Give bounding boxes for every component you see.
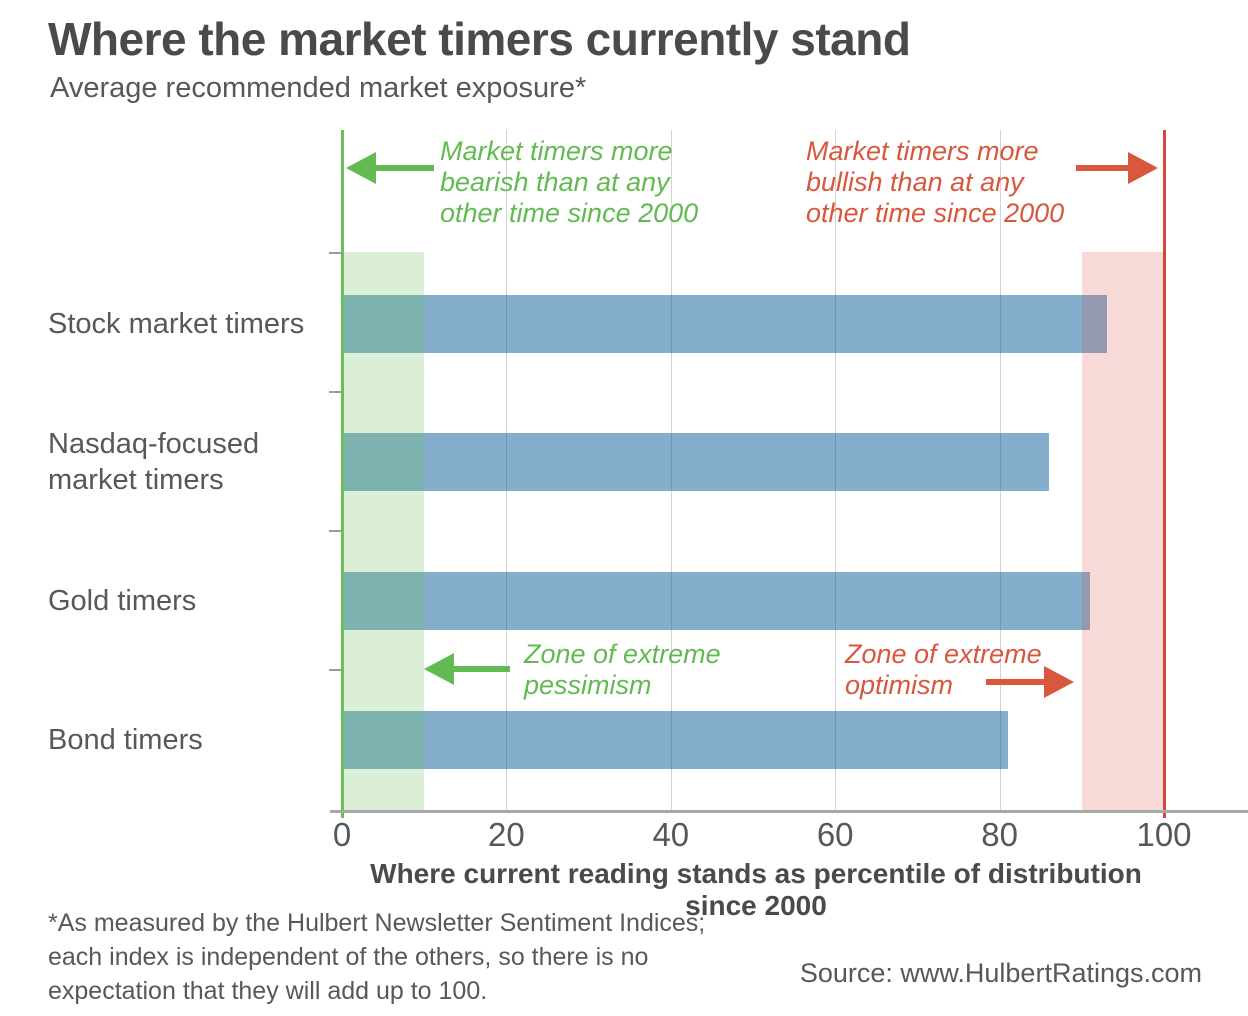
gridline-40 [670, 130, 672, 811]
optimism-arrow-shaft [986, 679, 1046, 685]
annotation-bearish-line1: Market timers more [440, 136, 673, 166]
annotation-bullish-line1: Market timers more [806, 136, 1039, 166]
annotation-pessimism-line2: pessimism [524, 670, 652, 700]
chart-title: Where the market timers currently stand [48, 13, 911, 65]
annotation-pessimism: Zone of extreme pessimism [524, 639, 721, 701]
x-axis-line [330, 810, 1248, 813]
bearish-arrow-left-icon [346, 152, 376, 184]
footnote: *As measured by the Hulbert Newsletter S… [48, 906, 705, 1008]
category-label-nasdaq-focused-market-timers: Nasdaq-focused market timers [48, 428, 260, 496]
y-axis-tick-1 [329, 391, 342, 393]
chart-subtitle: Average recommended market exposure* [50, 72, 587, 104]
annotation-optimism: Zone of extreme optimism [845, 639, 1042, 701]
bullish-arrow-right-icon [1128, 152, 1158, 184]
x-tick-label-40: 40 [652, 816, 690, 853]
gridline-60 [835, 130, 837, 811]
bar-bond-timers [342, 711, 1008, 769]
y-axis-tick-2 [329, 530, 342, 532]
annotation-optimism-line2: optimism [845, 670, 954, 700]
y-axis-tick-3 [329, 669, 342, 671]
x-axis-title: Where current reading stands as percenti… [370, 858, 1142, 921]
x-tick-label-0: 0 [332, 816, 352, 853]
source-credit: Source: www.HulbertRatings.com [799, 958, 1202, 988]
gridline-80 [999, 130, 1001, 811]
category-label-bond-timers: Bond timers [48, 724, 203, 756]
pessimism-arrow-shaft [452, 666, 510, 672]
red-edge-line [1162, 130, 1166, 818]
annotation-bullish: Market timers more bullish than at any o… [806, 136, 1064, 229]
bullish-arrow-shaft [1076, 165, 1130, 171]
zone-pessimism [342, 252, 425, 810]
annotation-bearish: Market timers more bearish than at any o… [440, 136, 698, 229]
pessimism-arrow-left-icon [424, 653, 454, 685]
annotation-bullish-line3: other time since 2000 [806, 198, 1065, 228]
footnote-line2: each index is independent of the others,… [48, 943, 649, 971]
footnote-line3: expectation that they will add up to 100… [48, 977, 488, 1005]
annotation-bullish-line2: bullish than at any [806, 167, 1024, 197]
bearish-arrow-shaft [374, 165, 434, 171]
annotation-pessimism-line1: Zone of extreme [524, 639, 721, 669]
plot-area [340, 130, 1166, 818]
annotation-bearish-line2: bearish than at any [440, 167, 670, 197]
footnote-line1: *As measured by the Hulbert Newsletter S… [48, 909, 706, 937]
gridline-20 [506, 130, 508, 811]
x-tick-label-100: 100 [1136, 816, 1192, 853]
category-label-stock-market-timers: Stock market timers [48, 308, 305, 340]
y-axis-tick-0 [329, 252, 342, 254]
x-tick-label-80: 80 [981, 816, 1018, 853]
bar-gold-timers [342, 572, 1090, 630]
zone-optimism [1081, 252, 1164, 810]
x-tick-label-20: 20 [488, 816, 525, 853]
optimism-arrow-right-icon [1044, 666, 1074, 698]
green-edge-line [340, 130, 344, 818]
bar-stock-market-timers [342, 295, 1107, 353]
annotation-optimism-line1: Zone of extreme [845, 639, 1042, 669]
bar-nasdaq-focused-market-timers [342, 433, 1049, 491]
annotation-bearish-line3: other time since 2000 [440, 198, 699, 228]
category-label-gold-timers: Gold timers [48, 585, 197, 617]
x-tick-label-60: 60 [816, 816, 854, 853]
